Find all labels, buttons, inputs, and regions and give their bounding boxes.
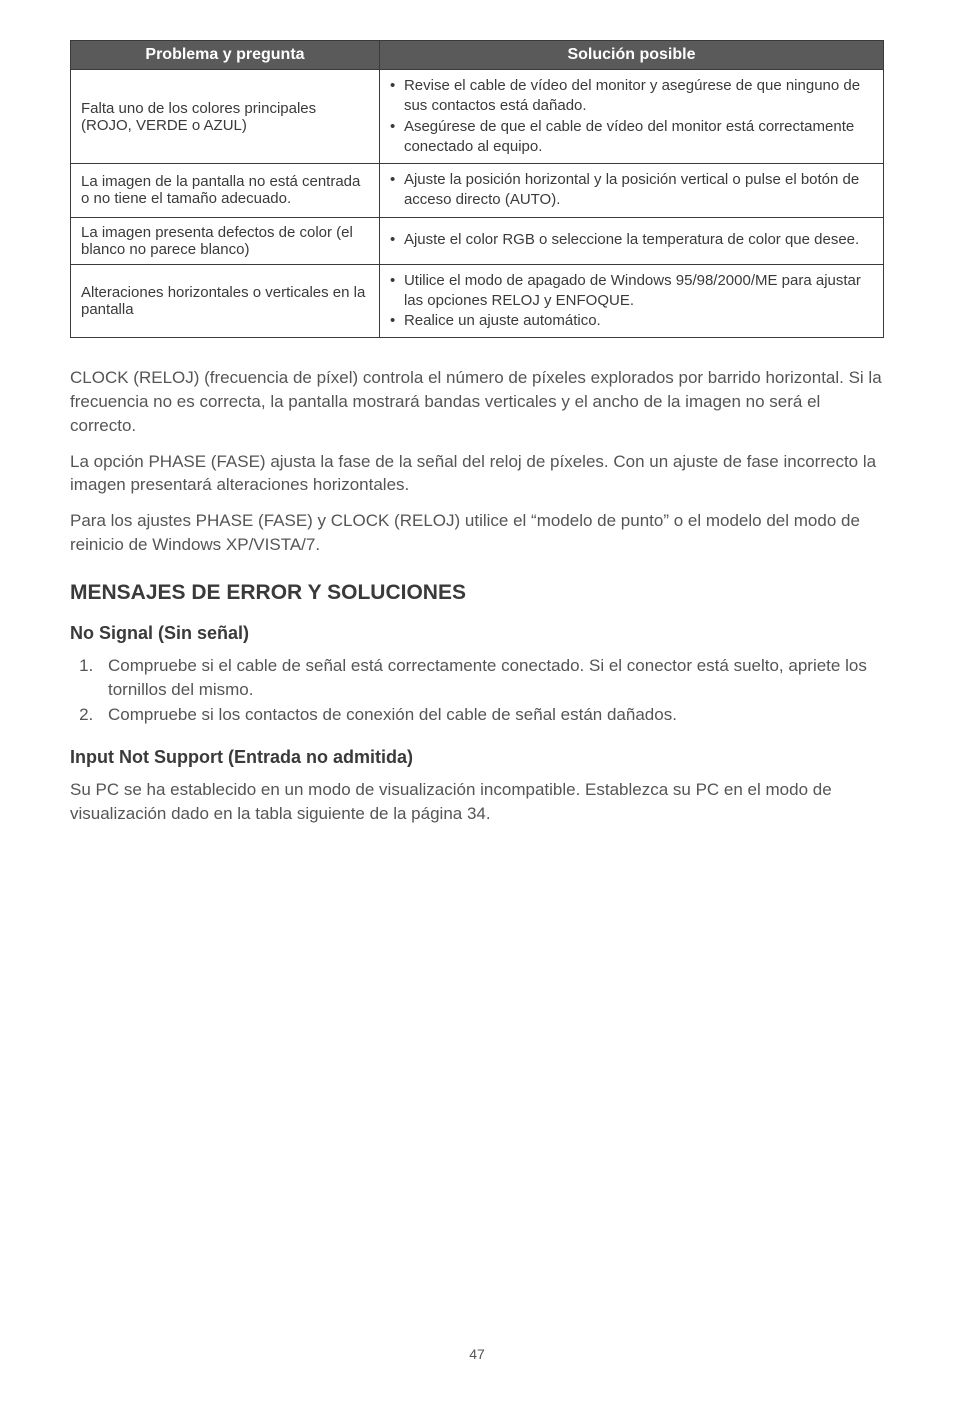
table-row: La imagen de la pantalla no está centrad… bbox=[71, 164, 884, 218]
list-item: Compruebe si el cable de señal está corr… bbox=[98, 654, 884, 702]
cell-problem: La imagen de la pantalla no está centrad… bbox=[71, 164, 380, 218]
table-row: La imagen presenta defectos de color (el… bbox=[71, 217, 884, 264]
table-header-problem: Problema y pregunta bbox=[71, 41, 380, 70]
no-signal-list: Compruebe si el cable de señal está corr… bbox=[70, 654, 884, 727]
list-item: Compruebe si los contactos de conexión d… bbox=[98, 703, 884, 727]
subheading-input-not-support: Input Not Support (Entrada no admitida) bbox=[70, 747, 884, 768]
solution-item: Utilice el modo de apagado de Windows 95… bbox=[390, 271, 873, 312]
solution-item: Asegúrese de que el cable de vídeo del m… bbox=[390, 117, 873, 158]
troubleshooting-table: Problema y pregunta Solución posible Fal… bbox=[70, 40, 884, 338]
subheading-no-signal: No Signal (Sin señal) bbox=[70, 623, 884, 644]
table-header-solution: Solución posible bbox=[379, 41, 883, 70]
solution-item: Realice un ajuste automático. bbox=[390, 311, 873, 331]
paragraph-clock: CLOCK (RELOJ) (frecuencia de píxel) cont… bbox=[70, 366, 884, 437]
cell-problem: Falta uno de los colores principales (RO… bbox=[71, 70, 380, 164]
solution-item: Ajuste el color RGB o seleccione la temp… bbox=[390, 230, 873, 250]
cell-problem: Alteraciones horizontales o verticales e… bbox=[71, 264, 380, 338]
table-row: Falta uno de los colores principales (RO… bbox=[71, 70, 884, 164]
paragraph-phase: La opción PHASE (FASE) ajusta la fase de… bbox=[70, 450, 884, 498]
paragraph-input-not-support: Su PC se ha establecido en un modo de vi… bbox=[70, 778, 884, 826]
cell-solution: Ajuste el color RGB o seleccione la temp… bbox=[379, 217, 883, 264]
section-heading-errors: MENSAJES DE ERROR Y SOLUCIONES bbox=[70, 581, 884, 605]
table-row: Alteraciones horizontales o verticales e… bbox=[71, 264, 884, 338]
solution-item: Ajuste la posición horizontal y la posic… bbox=[390, 170, 873, 211]
cell-problem: La imagen presenta defectos de color (el… bbox=[71, 217, 380, 264]
cell-solution: Ajuste la posición horizontal y la posic… bbox=[379, 164, 883, 218]
paragraph-adjust: Para los ajustes PHASE (FASE) y CLOCK (R… bbox=[70, 509, 884, 557]
cell-solution: Utilice el modo de apagado de Windows 95… bbox=[379, 264, 883, 338]
cell-solution: Revise el cable de vídeo del monitor y a… bbox=[379, 70, 883, 164]
solution-item: Revise el cable de vídeo del monitor y a… bbox=[390, 76, 873, 117]
